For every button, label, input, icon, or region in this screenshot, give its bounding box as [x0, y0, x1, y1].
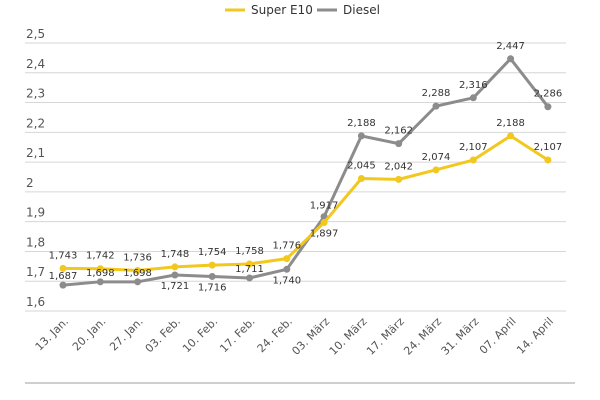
legend-label: Super E10 [251, 3, 313, 17]
data-label: 2,162 [384, 126, 413, 137]
data-point [357, 132, 365, 140]
data-label: 2,288 [422, 88, 451, 99]
data-label: 1,742 [86, 251, 115, 262]
data-point [208, 261, 216, 269]
data-label: 2,447 [496, 41, 525, 52]
x-tick-label: 14. April [514, 315, 556, 357]
data-label: 1,698 [86, 268, 115, 279]
data-label: 2,188 [347, 118, 376, 129]
data-point [544, 156, 552, 164]
data-label: 2,074 [422, 152, 451, 163]
x-tick-label: 03. März [289, 315, 332, 358]
data-point [320, 219, 328, 227]
data-point [283, 265, 291, 273]
y-tick-label: 2,5 [26, 27, 45, 41]
data-label: 1,716 [198, 282, 227, 293]
data-point [134, 267, 142, 275]
y-tick-label: 2,1 [26, 146, 45, 160]
data-label: 1,748 [161, 249, 190, 260]
x-tick-label: 03. Feb. [143, 315, 183, 355]
data-point [395, 140, 403, 148]
y-tick-label: 2,2 [26, 116, 45, 130]
data-point [469, 156, 477, 164]
y-tick-label: 1,6 [26, 295, 45, 309]
x-tick-label: 31. März [439, 315, 482, 358]
data-point [59, 281, 67, 289]
y-tick-label: 2 [26, 176, 34, 190]
data-label: 1,721 [161, 281, 190, 292]
x-tick-label: 10. Feb. [180, 315, 220, 355]
y-tick-label: 2,4 [26, 57, 45, 71]
data-point [283, 255, 291, 263]
data-label: 2,188 [496, 118, 525, 129]
data-point [246, 274, 253, 282]
y-tick-label: 1,8 [26, 235, 45, 249]
data-label: 2,042 [384, 161, 413, 172]
data-label: 1,754 [198, 247, 227, 258]
data-point [59, 264, 67, 272]
data-point [395, 175, 403, 183]
data-point [208, 272, 216, 280]
data-point [507, 132, 515, 140]
data-label: 1,736 [123, 253, 152, 264]
data-label: 2,045 [347, 160, 376, 171]
data-point [96, 265, 104, 273]
data-label: 1,698 [123, 268, 152, 279]
x-tick-label: 10. März [327, 315, 370, 358]
y-tick-label: 1,9 [26, 206, 45, 220]
x-tick-label: 24. März [401, 315, 444, 358]
data-point [171, 271, 179, 279]
data-point [507, 55, 515, 63]
data-point [171, 263, 179, 271]
y-tick-label: 1,7 [26, 265, 45, 279]
x-tick-label: 17. März [364, 315, 407, 358]
y-tick-label: 2,3 [26, 87, 45, 101]
legend-label: Diesel [343, 3, 380, 17]
x-tick-label: 07. April [477, 315, 519, 357]
data-point [432, 102, 440, 110]
x-tick-label: 27. Jan. [107, 315, 146, 354]
data-label: 1,711 [235, 264, 264, 275]
series-line-diesel [62, 57, 550, 287]
data-label: 1,917 [310, 201, 339, 212]
data-label: 1,740 [272, 275, 301, 286]
data-label: 1,687 [49, 271, 78, 282]
data-label: 1,897 [310, 229, 339, 240]
data-point [134, 278, 142, 286]
data-point [432, 166, 440, 174]
x-tick-label: 20. Jan. [70, 315, 109, 354]
data-label: 1,776 [272, 241, 301, 252]
data-label: 2,316 [459, 80, 488, 91]
x-tick-label: 17. Feb. [217, 315, 257, 355]
data-point [357, 174, 365, 182]
data-point [544, 103, 552, 111]
series-line-super-e10 [62, 134, 549, 273]
x-tick-label: 13. Jan. [33, 315, 72, 354]
data-point [246, 260, 253, 268]
data-point [96, 278, 104, 286]
data-label: 2,107 [534, 142, 563, 153]
data-label: 1,743 [49, 250, 78, 261]
data-point [469, 94, 477, 102]
data-label: 2,286 [534, 89, 563, 100]
data-label: 1,758 [235, 246, 264, 257]
data-label: 2,107 [459, 142, 488, 153]
